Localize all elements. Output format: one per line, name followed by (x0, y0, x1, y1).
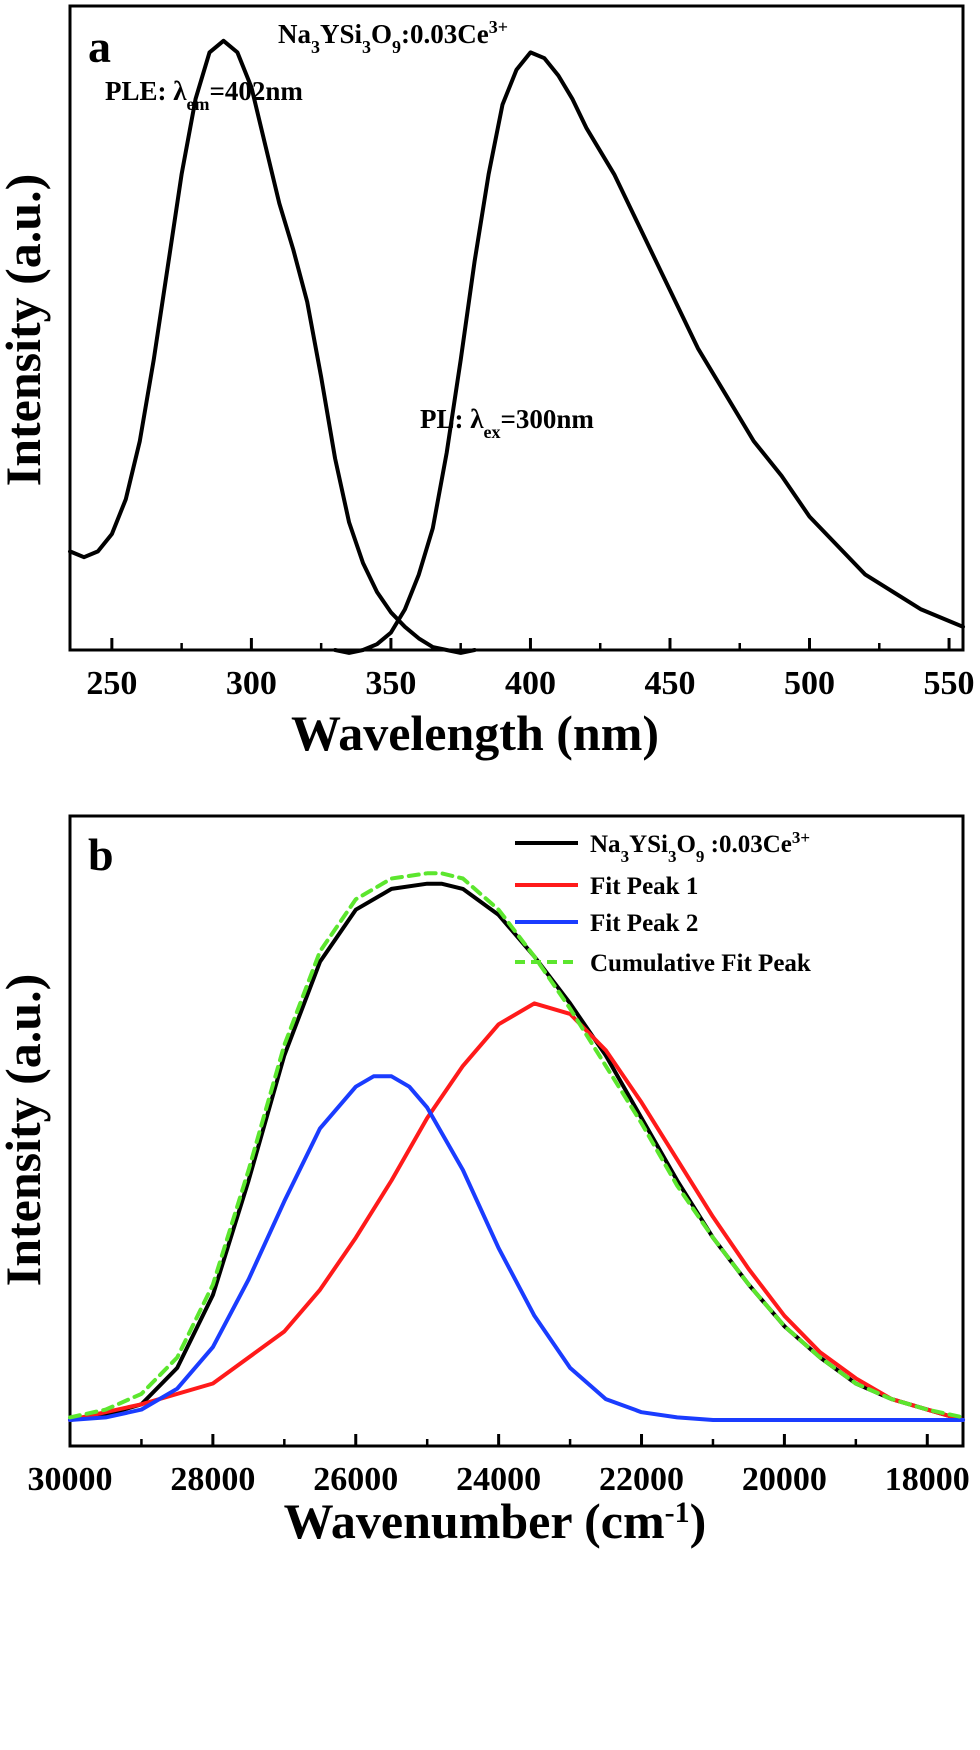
panel-a: 250 300 350 400 450 500 550 a Na3YSi3O9:0.03Ce… (0, 4, 975, 761)
panel-a-x-tick-label: 500 (784, 665, 835, 702)
panel-b-series-line-3 (68, 871, 965, 1420)
panel-a-letter: a (88, 21, 111, 72)
panel-b-x-tick-label: 30000 (28, 1461, 113, 1498)
legend-label-fit-peak-2: Fit Peak 2 (590, 910, 698, 937)
panel-a-series-line-0 (68, 38, 477, 655)
panel-a-series-line-1 (333, 50, 965, 655)
panel-a-plot-frame (68, 4, 965, 652)
pl-annotation: PL: λex=300nm (420, 404, 594, 442)
panel-a-x-tick-label: 450 (644, 665, 695, 702)
panel-a-y-axis-title: Intensity (a.u.) (0, 174, 51, 487)
panel-a-x-axis-title: Wavelength (nm) (291, 705, 659, 761)
panel-b-x-axis-title: Wavenumber (cm-1) (284, 1493, 707, 1549)
panel-a-x-tick-label: 250 (86, 665, 137, 702)
legend-label-sample: Na3YSi3O9 :0.03Ce3+ (590, 828, 810, 866)
panel-b-series-line-1 (68, 1001, 965, 1422)
legend-label-fit-peak-1: Fit Peak 1 (590, 873, 698, 900)
legend-label-cumulative-fit-peak: Cumulative Fit Peak (590, 950, 811, 977)
panel-a-title: Na3YSi3O9:0.03Ce3+ (278, 17, 508, 57)
panel-a-x-tick-label: 350 (365, 665, 416, 702)
panel-a-ticks: 250 300 350 400 450 500 550 (86, 638, 975, 702)
panel-b-x-tick-label: 28000 (170, 1461, 255, 1498)
panel-b-x-tick-label: 24000 (456, 1461, 541, 1498)
panel-b-series-line-2 (68, 1074, 965, 1422)
panel-b-plot-frame (68, 814, 965, 1448)
panel-b-x-tick-label: 18000 (885, 1461, 970, 1498)
panel-b-x-tick-label: 26000 (313, 1461, 398, 1498)
ple-annotation: PLE: λem=402nm (105, 76, 303, 114)
panel-b-curves (68, 871, 965, 1422)
panel-a-x-tick-label: 550 (924, 665, 975, 702)
panel-b-x-tick-label: 22000 (599, 1461, 684, 1498)
panel-a-x-tick-label: 400 (505, 665, 556, 702)
panel-b-letter: b (88, 829, 114, 880)
panel-b-legend: Na3YSi3O9 :0.03Ce3+ Fit Peak 1 Fit Peak … (515, 828, 811, 977)
panel-b-x-tick-label: 20000 (742, 1461, 827, 1498)
panel-b-ticks: 30000 28000 26000 24000 22000 20000 18000 (28, 1434, 970, 1498)
panel-b-y-axis-title: Intensity (a.u.) (0, 974, 51, 1287)
panel-a-x-tick-label: 300 (226, 665, 277, 702)
panel-b-series-line-0 (68, 881, 965, 1422)
panel-b: 30000 28000 26000 24000 22000 20000 18000 b Na… (0, 814, 970, 1549)
panel-a-curves (68, 38, 965, 655)
